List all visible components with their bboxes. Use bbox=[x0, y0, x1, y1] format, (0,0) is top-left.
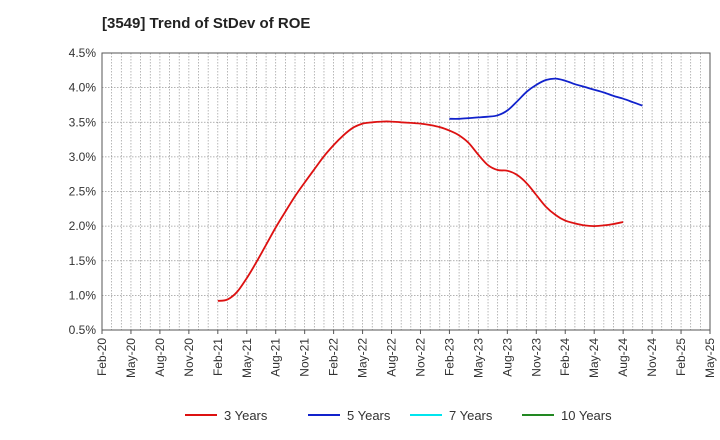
x-tick-label: May-22 bbox=[356, 338, 370, 378]
x-tick-label: Feb-21 bbox=[211, 338, 225, 376]
y-tick-label: 2.5% bbox=[69, 185, 97, 199]
y-tick-label: 3.0% bbox=[69, 150, 97, 164]
x-tick-label: Feb-24 bbox=[558, 338, 572, 376]
x-tick-label: May-25 bbox=[703, 338, 717, 378]
legend-label-3: 10 Years bbox=[561, 408, 612, 423]
series-line-0 bbox=[217, 120, 624, 302]
x-tick-label: Nov-20 bbox=[182, 338, 196, 377]
x-tick-label: Feb-25 bbox=[674, 338, 688, 376]
legend-label-0: 3 Years bbox=[224, 408, 268, 423]
y-axis: 0.5% 1.0% 1.5% 2.0% 2.5% 3.0% 3.5% 4.0% 4.5% bbox=[69, 46, 97, 337]
x-tick-label: May-20 bbox=[124, 338, 138, 378]
y-tick-label: 4.0% bbox=[69, 81, 97, 95]
x-tick-label: Aug-21 bbox=[269, 338, 283, 377]
x-tick-label: Feb-23 bbox=[442, 338, 456, 376]
x-tick-label: Feb-20 bbox=[95, 338, 109, 376]
x-tick-label: May-24 bbox=[587, 338, 601, 378]
x-tick-label: May-23 bbox=[471, 338, 485, 378]
x-tick-label: Nov-22 bbox=[413, 338, 427, 377]
y-tick-label: 3.5% bbox=[69, 115, 97, 129]
grid bbox=[102, 52, 710, 331]
legend: 3 Years 5 Years 7 Years 10 Years bbox=[185, 408, 612, 423]
y-tick-label: 2.0% bbox=[69, 219, 97, 233]
plot-border bbox=[101, 52, 711, 331]
x-tick-label: Aug-22 bbox=[385, 338, 399, 377]
series-lines bbox=[217, 77, 643, 302]
x-tick-label: Aug-23 bbox=[500, 338, 514, 377]
x-tick-label: Aug-24 bbox=[616, 338, 630, 377]
legend-label-2: 7 Years bbox=[449, 408, 493, 423]
x-tick-label: Nov-24 bbox=[645, 338, 659, 377]
x-tick-label: Feb-22 bbox=[327, 338, 341, 376]
x-axis: Feb-20 May-20 Aug-20 Nov-20 Feb-21 May-21 Aug-… bbox=[95, 330, 717, 378]
x-tick-label: May-21 bbox=[240, 338, 254, 378]
x-tick-label: Aug-20 bbox=[153, 338, 167, 377]
x-tick-label: Nov-23 bbox=[529, 338, 543, 377]
y-tick-label: 1.0% bbox=[69, 288, 97, 302]
y-tick-label: 4.5% bbox=[69, 46, 97, 60]
y-tick-label: 0.5% bbox=[69, 323, 97, 337]
x-tick-label: Nov-21 bbox=[298, 338, 312, 377]
chart-title: [3549] Trend of StDev of ROE bbox=[102, 15, 310, 32]
legend-label-1: 5 Years bbox=[347, 408, 391, 423]
series-line-1 bbox=[449, 77, 643, 120]
y-tick-label: 1.5% bbox=[69, 254, 97, 268]
